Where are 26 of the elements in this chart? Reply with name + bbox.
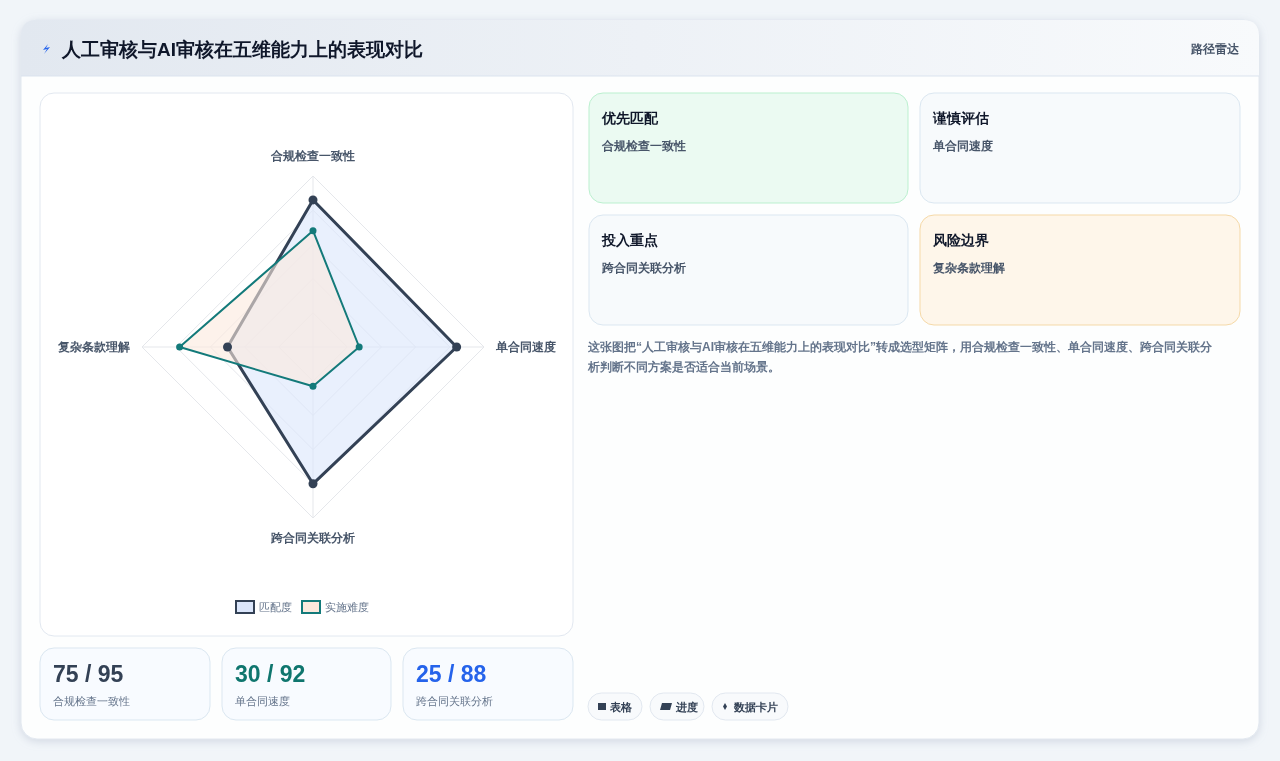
text: 合规检查一致性: [601, 139, 686, 153]
text: 进度: [675, 701, 698, 713]
text: 路径雷达: [1190, 42, 1240, 56]
text: 合规检查一致性: [53, 695, 130, 707]
text: 75 / 95: [53, 661, 124, 687]
text: 谨慎评估: [932, 110, 989, 126]
legend-label: 实施难度: [325, 601, 369, 613]
text: 优先匹配: [601, 110, 659, 126]
text: 25 / 88: [416, 661, 487, 687]
legend-label: 匹配度: [259, 601, 292, 613]
spoke-label: 跨合同关联分析: [270, 531, 355, 545]
chart-title: 人工审核与AI审核在五维能力上的表现对比: [61, 39, 423, 60]
text: 数据卡片: [733, 701, 778, 713]
text: 复杂条款理解: [932, 261, 1005, 275]
text: 单合同速度: [235, 695, 290, 707]
text: 投入重点: [601, 232, 658, 248]
spoke-label: 单合同速度: [495, 340, 556, 354]
text: 风险边界: [932, 232, 989, 248]
text: 单合同速度: [932, 139, 993, 153]
text: 表格: [609, 701, 633, 713]
text: 跨合同关联分析: [601, 261, 686, 275]
spoke-label: 合规检查一致性: [270, 149, 355, 163]
text: 跨合同关联分析: [416, 695, 493, 707]
spoke-label: 复杂条款理解: [57, 340, 130, 354]
text: 这张图把“人工审核与AI审核在五维能力上的表现对比”转成选型矩阵，用合规检查一致性、单合同速度、跨合同关联分析判断不同方案是否适合当前场景。: [587, 340, 1213, 374]
text: 30 / 92: [235, 661, 306, 687]
